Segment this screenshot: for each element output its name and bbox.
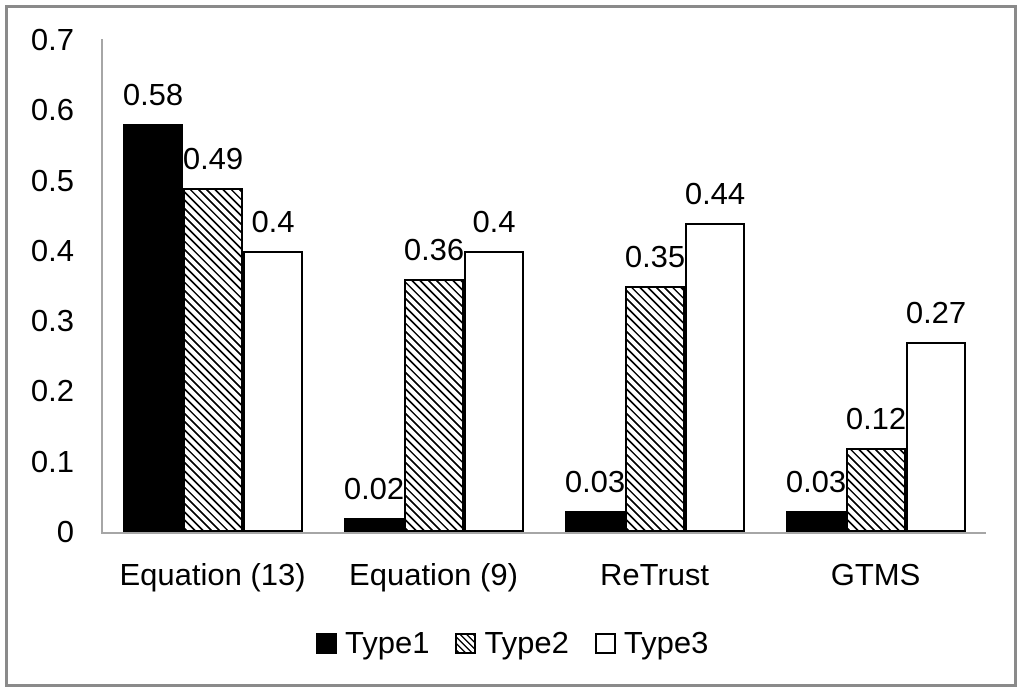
bar-type2-3 xyxy=(625,286,685,532)
legend-item-type1: Type1 xyxy=(316,626,429,660)
y-tick-label: 0.5 xyxy=(30,162,74,198)
bar-type2-1 xyxy=(183,187,243,532)
bar-value-label: 0.4 xyxy=(472,203,516,239)
bar-value-label: 0.02 xyxy=(343,470,405,506)
category-label: Equation (13) xyxy=(119,557,306,592)
bar-type3-4 xyxy=(906,342,966,532)
legend-label: Type3 xyxy=(623,625,709,660)
bar-type2-2 xyxy=(404,278,464,532)
legend-swatch-type2 xyxy=(455,632,477,654)
x-axis-line xyxy=(101,532,986,534)
bar-type1-1 xyxy=(123,124,183,532)
bar-value-label: 0.36 xyxy=(403,231,465,267)
bar-value-label: 0.12 xyxy=(845,400,907,436)
bar-type1-4 xyxy=(786,510,846,532)
legend: Type1 Type2 Type3 xyxy=(316,626,708,660)
legend-label: Type1 xyxy=(345,625,430,660)
y-tick-label: 0.7 xyxy=(30,22,74,57)
y-tick-label: 0 xyxy=(56,514,74,549)
y-tick-label: 0.2 xyxy=(30,373,74,409)
bar-type1-3 xyxy=(565,510,625,532)
category-label: ReTrust xyxy=(599,557,710,592)
category-label: Equation (9) xyxy=(349,557,518,592)
y-tick-label: 0.1 xyxy=(30,443,74,479)
legend-item-type3: Type3 xyxy=(594,625,709,660)
bar-value-label: 0.4 xyxy=(251,203,295,239)
legend-swatch-type1 xyxy=(316,632,337,654)
bar-value-label: 0.49 xyxy=(182,140,244,176)
figure-frame xyxy=(5,5,1017,687)
bar-type3-2 xyxy=(464,250,524,532)
bar-value-label: 0.35 xyxy=(624,239,686,274)
bar-value-label: 0.03 xyxy=(564,463,626,499)
y-tick-label: 0.3 xyxy=(30,303,74,339)
bar-value-label: 0.03 xyxy=(785,463,847,499)
legend-item-type2: Type2 xyxy=(455,625,569,660)
y-axis-line xyxy=(101,39,103,534)
bar-type3-1 xyxy=(243,250,303,532)
category-label: GTMS xyxy=(830,557,921,592)
bar-value-label: 0.27 xyxy=(905,295,967,331)
y-tick-label: 0.6 xyxy=(30,92,74,128)
legend-swatch-type3 xyxy=(594,632,616,654)
bar-type2-4 xyxy=(846,447,906,532)
bar-type3-3 xyxy=(685,222,745,532)
bar-value-label: 0.58 xyxy=(122,77,184,113)
bar-value-label: 0.44 xyxy=(684,175,746,211)
bar-type1-2 xyxy=(344,517,404,532)
y-tick-label: 0.4 xyxy=(30,232,74,268)
legend-label: Type2 xyxy=(484,625,569,660)
